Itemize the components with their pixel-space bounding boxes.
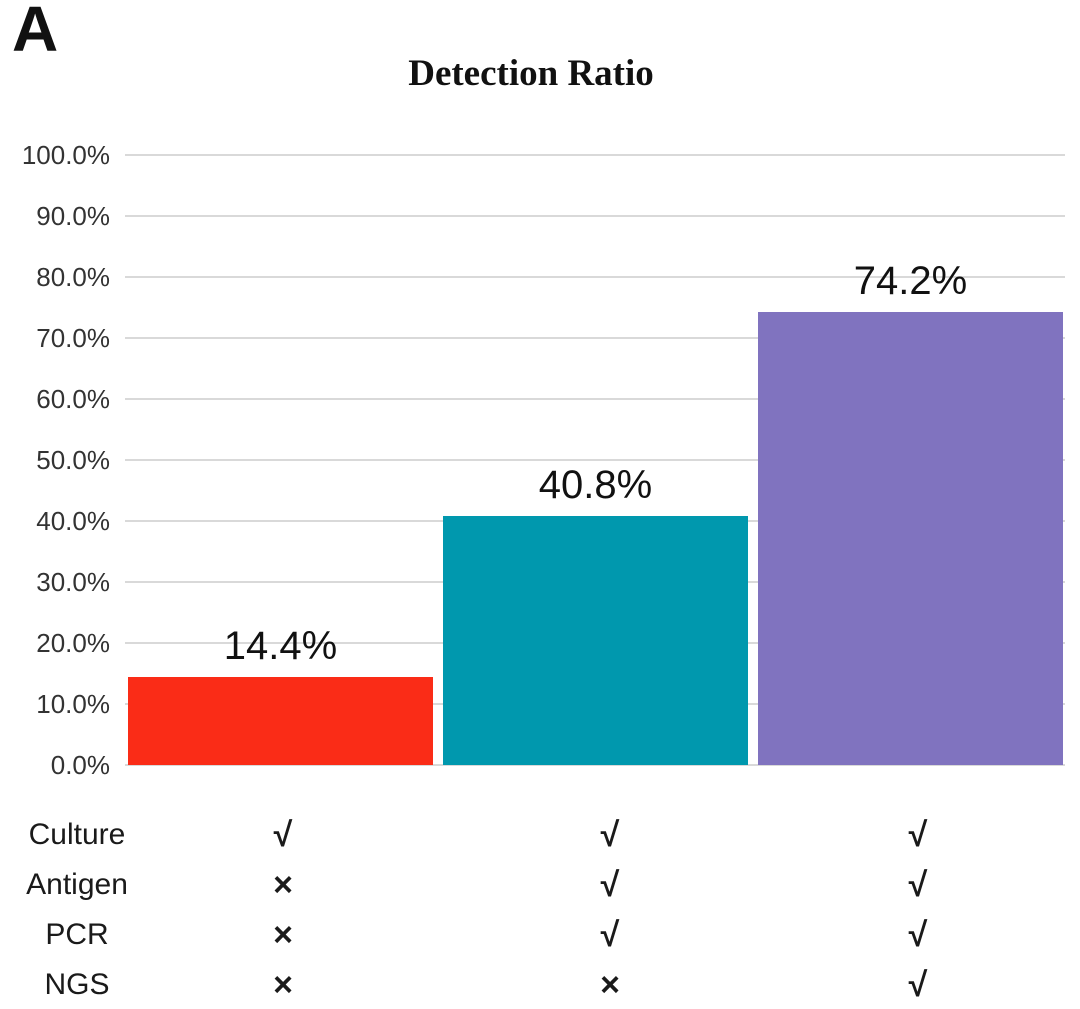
y-tick-label: 20.0% — [36, 628, 110, 658]
bar-2 — [443, 516, 748, 765]
gridline — [125, 459, 1065, 461]
y-tick-label: 40.0% — [36, 506, 110, 536]
plot-area: 14.4% 40.8% 74.2% — [125, 154, 1065, 766]
check-mark-icon: √ — [908, 966, 928, 1004]
panel-label: A — [12, 0, 60, 65]
matrix-row-label: NGS — [44, 968, 110, 1001]
chart-title: Detection Ratio — [408, 53, 654, 94]
check-mark-icon: √ — [908, 816, 928, 854]
matrix-row: Antigen × √ √ — [0, 860, 1080, 910]
check-mark-icon: √ — [908, 866, 928, 904]
bar-1 — [128, 677, 433, 765]
check-mark-icon: √ — [273, 816, 293, 854]
y-tick-label: 50.0% — [36, 445, 110, 475]
gridline — [125, 154, 1065, 156]
matrix-row: PCR × √ √ — [0, 910, 1080, 960]
matrix-row: Culture √ √ √ — [0, 810, 1080, 860]
y-tick-label: 90.0% — [36, 201, 110, 231]
gridline — [125, 337, 1065, 339]
cross-mark-icon: × — [273, 966, 293, 1004]
y-tick-label: 10.0% — [36, 689, 110, 719]
gridline — [125, 764, 1065, 766]
cross-mark-icon: × — [600, 966, 620, 1004]
check-mark-icon: √ — [600, 916, 620, 954]
cross-mark-icon: × — [273, 866, 293, 904]
gridline — [125, 398, 1065, 400]
check-mark-icon: √ — [600, 866, 620, 904]
matrix-row-label: PCR — [45, 918, 109, 951]
y-tick-label: 70.0% — [36, 323, 110, 353]
y-tick-label: 60.0% — [36, 384, 110, 414]
matrix-row-label: Culture — [28, 818, 126, 851]
y-tick-label: 80.0% — [36, 262, 110, 292]
y-tick-label: 100.0% — [21, 140, 110, 170]
bar-value-label: 14.4% — [223, 624, 338, 668]
bar-value-label: 40.8% — [538, 463, 653, 507]
y-tick-label: 30.0% — [36, 567, 110, 597]
bar-value-label: 74.2% — [853, 259, 968, 303]
matrix-row-label: Antigen — [26, 868, 128, 901]
gridline — [125, 215, 1065, 217]
check-mark-icon: √ — [908, 916, 928, 954]
check-mark-icon: √ — [600, 816, 620, 854]
y-axis: 100.0% 90.0% 80.0% 70.0% 60.0% 50.0% 40.0% 30.0… — [0, 0, 110, 1009]
matrix-row: NGS × × √ — [0, 960, 1080, 1009]
cross-mark-icon: × — [273, 916, 293, 954]
y-tick-label: 0.0% — [50, 750, 110, 780]
gridline — [125, 276, 1065, 278]
bar-3 — [758, 312, 1063, 765]
